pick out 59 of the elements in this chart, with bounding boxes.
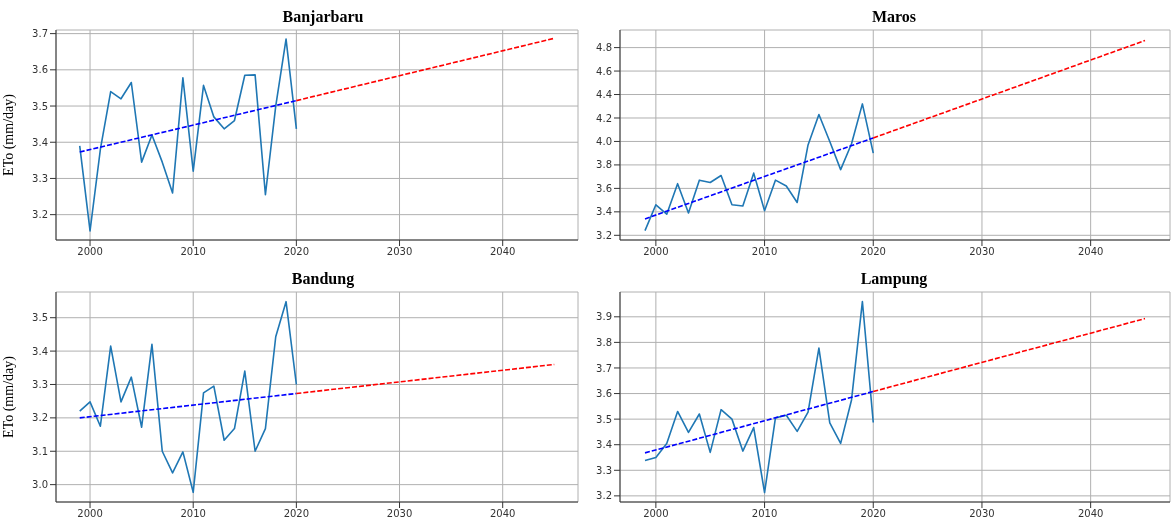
x-tick-label: 2010 — [180, 508, 206, 520]
y-tick-label: 4.6 — [596, 65, 612, 77]
x-tick-label: 2000 — [643, 508, 669, 520]
y-tick-label: 3.3 — [32, 379, 48, 391]
y-tick-label: 4.4 — [596, 89, 612, 101]
y-tick-label: 3.3 — [596, 464, 612, 476]
y-tick-label: 3.8 — [596, 159, 612, 171]
y-tick-label: 3.4 — [596, 439, 612, 451]
y-tick-label: 4.2 — [596, 112, 612, 124]
y-axis-title: ETo (mm/day) — [0, 355, 17, 438]
y-tick-label: 3.1 — [32, 445, 48, 457]
line-series — [78, 38, 298, 232]
y-tick-label: 3.9 — [596, 311, 612, 323]
y-tick-label: 3.5 — [32, 312, 48, 324]
x-tick-label: 2000 — [643, 246, 669, 258]
y-tick-label: 3.5 — [32, 100, 48, 112]
x-tick-label: 2000 — [77, 508, 103, 520]
y-tick-label: 4.0 — [596, 136, 612, 147]
x-tick-label: 2020 — [283, 508, 310, 520]
x-tick-label: 2040 — [489, 246, 516, 258]
y-tick-label: 3.4 — [32, 345, 48, 357]
x-tick-label: 2000 — [77, 246, 103, 258]
x-tick-label: 2040 — [489, 508, 516, 520]
y-tick-label: 3.7 — [32, 28, 48, 40]
y-tick-label: 3.6 — [596, 388, 612, 400]
y-tick-label: 3.2 — [596, 229, 612, 241]
y-tick-label: 3.3 — [32, 173, 48, 184]
y-tick-label: 3.4 — [32, 136, 48, 148]
y-tick-label: 4.8 — [596, 42, 612, 54]
y-tick-label: 3.6 — [32, 64, 48, 76]
line-series — [644, 103, 875, 232]
y-tick-label: 3.5 — [596, 413, 612, 425]
y-tick-label: 3.2 — [32, 209, 48, 221]
x-tick-label: 2030 — [386, 246, 413, 258]
x-tick-label: 2010 — [180, 246, 206, 258]
x-tick-label: 2020 — [283, 246, 310, 258]
y-axis-title: ETo (mm/day) — [0, 93, 17, 176]
chart-title: Banjarbaru — [281, 8, 365, 26]
y-tick-label: 3.7 — [596, 362, 612, 374]
y-tick-label: 3.2 — [32, 412, 48, 424]
y-tick-label: 3.2 — [596, 490, 612, 502]
x-tick-label: 2040 — [1077, 508, 1104, 520]
y-tick-label: 3.6 — [596, 182, 612, 194]
x-tick-label: 2030 — [969, 246, 995, 258]
x-tick-label: 2030 — [969, 508, 995, 520]
x-tick-label: 2020 — [860, 508, 886, 520]
y-tick-label: 3.0 — [32, 479, 48, 491]
line-series — [644, 300, 875, 494]
x-tick-label: 2010 — [751, 246, 778, 258]
x-tick-label: 2010 — [751, 508, 778, 520]
x-tick-label: 2030 — [386, 508, 413, 520]
y-tick-label: 3.4 — [596, 206, 612, 218]
y-tick-label: 3.8 — [596, 336, 612, 348]
chart-title: Lampung — [859, 270, 929, 288]
x-tick-label: 2040 — [1077, 246, 1104, 258]
line-series — [78, 300, 298, 494]
chart-title: Bandung — [290, 270, 356, 288]
x-tick-label: 2020 — [860, 246, 886, 258]
chart-title: Maros — [870, 8, 918, 26]
